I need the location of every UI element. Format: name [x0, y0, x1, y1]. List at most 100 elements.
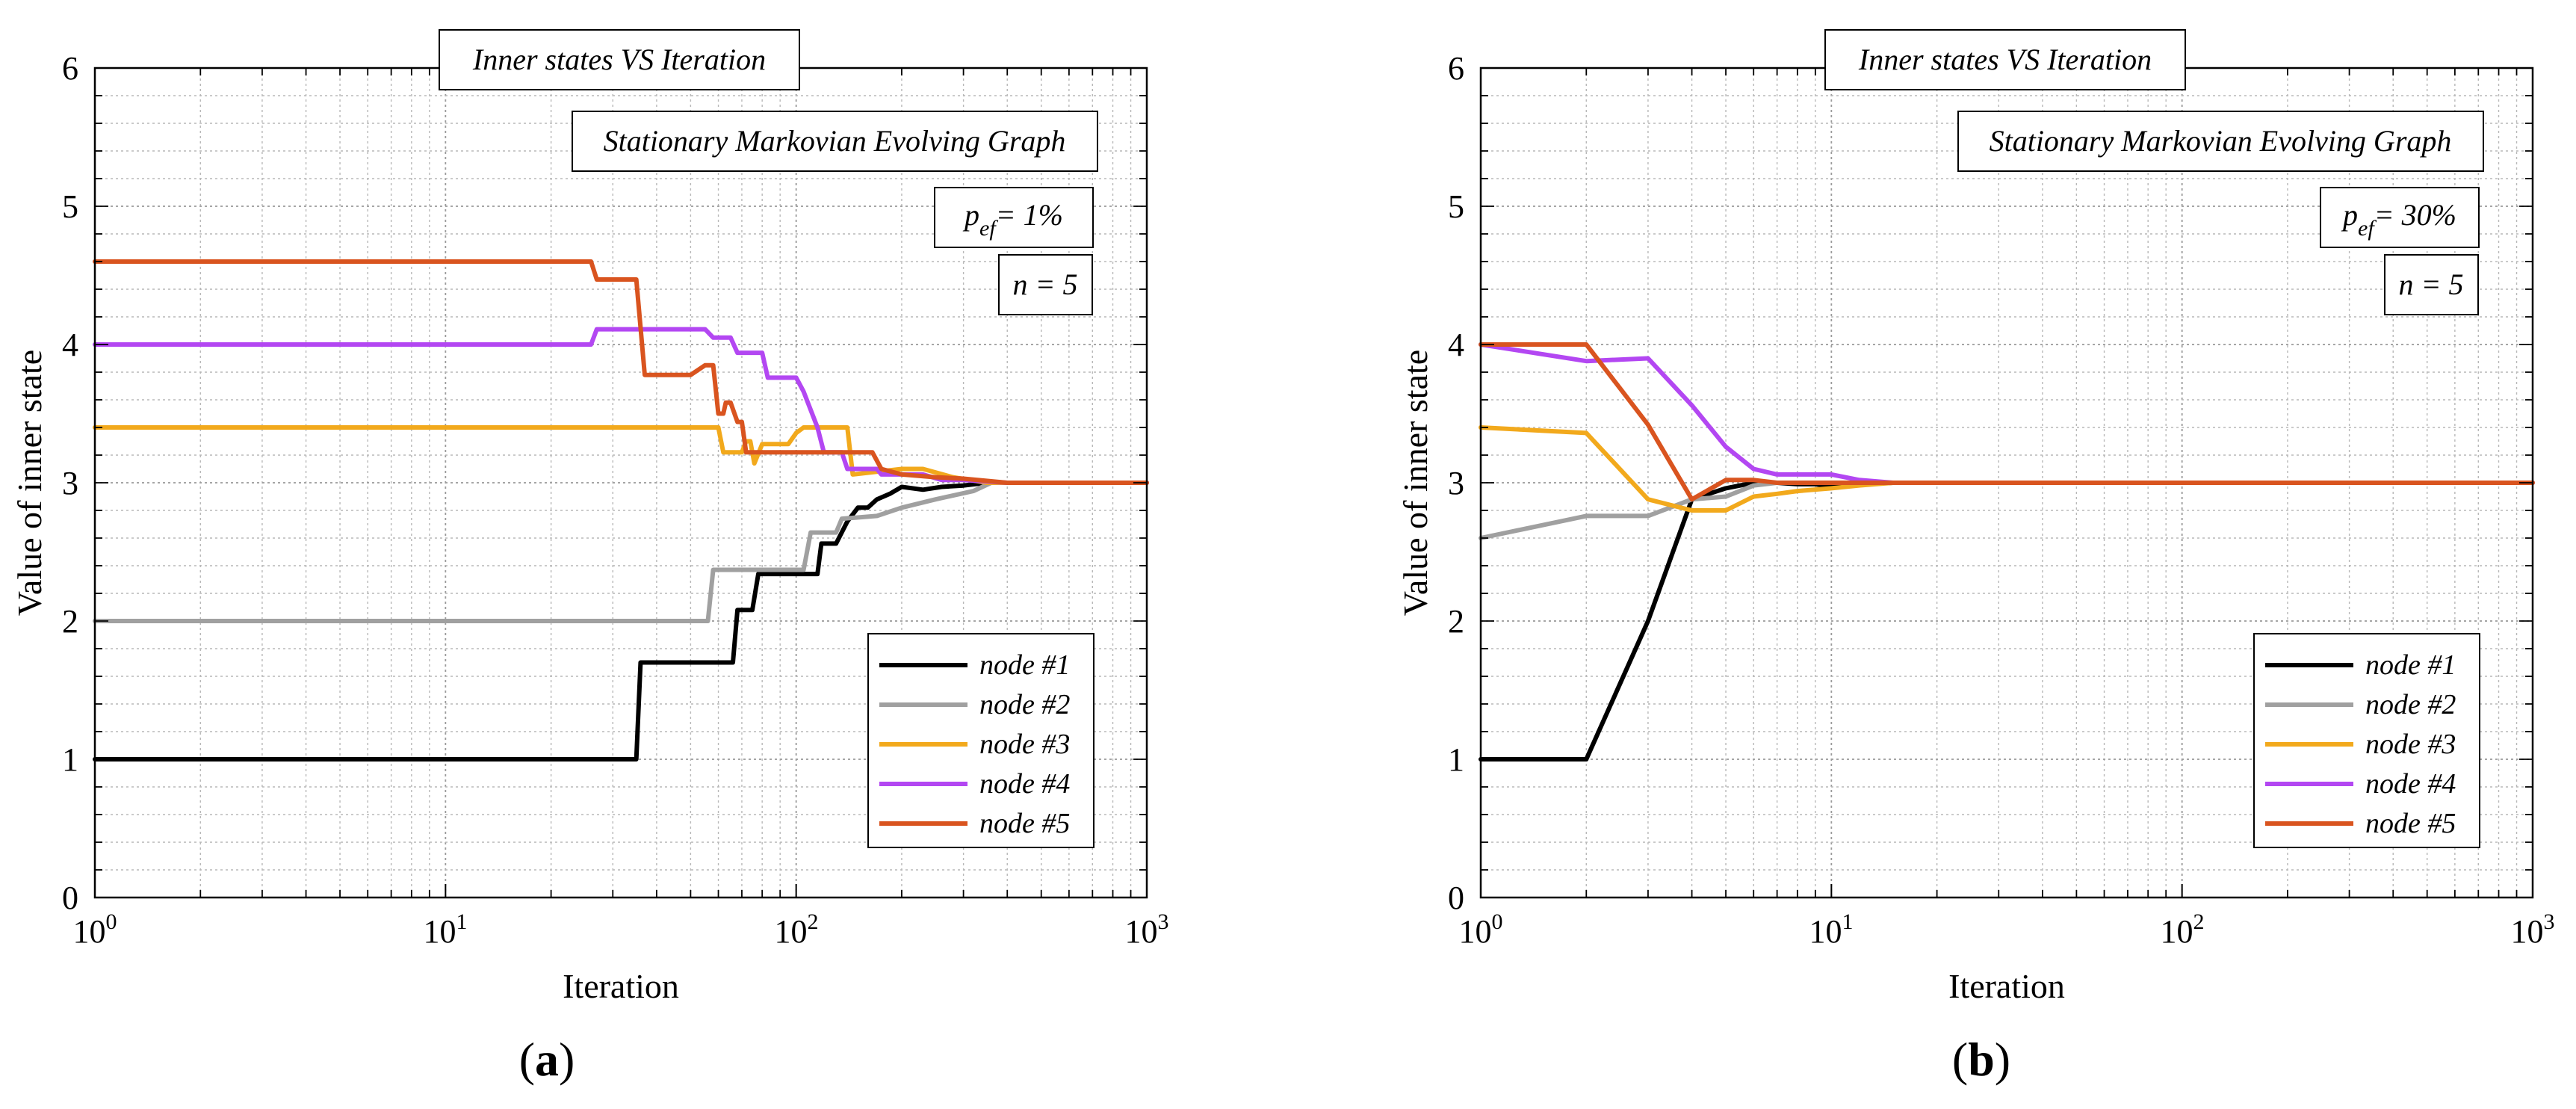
- tick-marks: [94, 67, 1147, 898]
- y-tick-label: 6: [62, 50, 78, 87]
- title-box: [439, 29, 800, 90]
- n-annotation: n = 5: [2399, 268, 2464, 301]
- y-tick-labels: 0 1 2 3 4 5 6: [1448, 50, 1464, 916]
- x-tick-base: 10: [1125, 913, 1158, 950]
- x-tick-label: 100: [1459, 909, 1503, 950]
- series-line-node-1: [93, 481, 1149, 762]
- chart-title: Inner states VS Iteration: [472, 43, 766, 76]
- y-tick-label: 6: [1448, 50, 1464, 87]
- panel-b: 0 1 2 3 4 5 6 100 101 102 103 Iteration …: [1396, 29, 2555, 1086]
- chart-subtitle: Stationary Markovian Evolving Graph: [604, 124, 1066, 158]
- legend-label: node #5: [2365, 808, 2456, 839]
- x-tick-label: 102: [775, 909, 819, 950]
- y-tick-label: 3: [1448, 465, 1464, 501]
- x-tick-labels: 100 101 102 103: [73, 909, 1169, 950]
- panel-label-letter: b: [1968, 1033, 1995, 1086]
- y-tick-label: 2: [1448, 603, 1464, 640]
- x-tick-exponent: 2: [2193, 909, 2205, 934]
- subtitle-box: [1957, 111, 2484, 172]
- x-tick-base: 10: [775, 913, 808, 950]
- legend: node #1 node #2 node #3 node #4 node #5: [867, 633, 1095, 848]
- series-line-node-5: [93, 259, 1149, 485]
- panel-label-open-paren: (: [1952, 1033, 1968, 1086]
- x-tick-base: 10: [2511, 913, 2544, 950]
- legend-label: node #1: [2365, 649, 2456, 681]
- legend-label: node #3: [979, 729, 1070, 760]
- y-axis-title: Value of inner state: [10, 350, 49, 616]
- y-tick-label: 2: [62, 603, 78, 640]
- panel-label-letter: a: [535, 1033, 559, 1086]
- legend-label: node #3: [2365, 729, 2456, 760]
- x-tick-label: 101: [1809, 909, 1854, 950]
- y-tick-label: 1: [62, 741, 78, 778]
- pef-symbol: p: [2341, 198, 2358, 232]
- y-tick-label: 5: [1448, 188, 1464, 225]
- y-tick-label: 4: [1448, 327, 1464, 363]
- legend-label: node #5: [979, 808, 1070, 839]
- y-tick-label: 0: [1448, 880, 1464, 916]
- legend-entries: node #1 node #2 node #3 node #4 node #5: [879, 649, 1070, 839]
- n-box: [2384, 254, 2479, 315]
- panel-label: (b): [1952, 1033, 2010, 1086]
- x-tick-base: 10: [2161, 913, 2193, 950]
- x-tick-label: 103: [1125, 909, 1169, 950]
- pef-subscript: ef: [979, 216, 998, 241]
- x-tick-labels: 100 101 102 103: [1459, 909, 2555, 950]
- x-tick-exponent: 3: [2544, 909, 2555, 934]
- series-line-node-3: [93, 425, 1149, 485]
- x-tick-label: 101: [424, 909, 468, 950]
- x-tick-exponent: 3: [1158, 909, 1169, 934]
- chart-subtitle: Stationary Markovian Evolving Graph: [1990, 124, 2452, 158]
- legend-entries: node #1 node #2 node #3 node #4 node #5: [2265, 649, 2456, 839]
- pef-box: [2320, 187, 2480, 248]
- y-tick-label: 5: [62, 188, 78, 225]
- x-tick-base: 10: [1459, 913, 1492, 950]
- n-annotation: n = 5: [1013, 268, 1078, 301]
- legend: node #1 node #2 node #3 node #4 node #5: [2253, 633, 2480, 848]
- x-tick-exponent: 2: [808, 909, 819, 934]
- y-tick-label: 0: [62, 880, 78, 916]
- y-tick-label: 3: [62, 465, 78, 501]
- x-tick-base: 10: [73, 913, 106, 950]
- x-tick-exponent: 1: [1842, 909, 1854, 934]
- x-axis-title: Iteration: [1948, 967, 2065, 1005]
- pef-annotation: pef= 30%: [2341, 198, 2456, 241]
- x-tick-base: 10: [424, 913, 456, 950]
- series-line-node-3: [1479, 425, 2535, 513]
- x-axis-title: Iteration: [563, 967, 679, 1005]
- series-line-node-2: [93, 481, 1149, 623]
- series-line-node-4: [93, 327, 1149, 485]
- pef-annotation: pef= 1%: [962, 198, 1063, 241]
- x-tick-exponent: 1: [456, 909, 468, 934]
- x-tick-label: 103: [2511, 909, 2555, 950]
- x-tick-label: 100: [73, 909, 117, 950]
- legend-box: [867, 633, 1095, 848]
- x-tick-label: 102: [2161, 909, 2205, 950]
- panel-label-close-paren: ): [559, 1033, 575, 1086]
- y-tick-labels: 0 1 2 3 4 5 6: [62, 50, 78, 916]
- pef-value: = 30%: [2374, 198, 2456, 232]
- n-box: [998, 254, 1093, 315]
- subtitle-box: [572, 111, 1098, 172]
- legend-label: node #2: [2365, 689, 2456, 720]
- panel-label: (a): [519, 1033, 575, 1086]
- panel-a: 0 1 2 3 4 5 6 100 101 102 103 Iteration …: [10, 29, 1169, 1086]
- y-tick-label: 4: [62, 327, 78, 363]
- x-tick-base: 10: [1809, 913, 1842, 950]
- chart-title: Inner states VS Iteration: [1858, 43, 2152, 76]
- x-tick-exponent: 0: [1492, 909, 1503, 934]
- pef-subscript: ef: [2358, 216, 2377, 241]
- y-axis-title: Value of inner state: [1396, 350, 1434, 616]
- data-lines: [93, 259, 1149, 762]
- data-lines: [1479, 342, 2535, 762]
- legend-label: node #4: [2365, 768, 2456, 800]
- pef-value: = 1%: [996, 198, 1063, 232]
- legend-label: node #4: [979, 768, 1070, 800]
- panel-label-open-paren: (: [519, 1033, 535, 1086]
- y-tick-label: 1: [1448, 741, 1464, 778]
- x-tick-exponent: 0: [106, 909, 117, 934]
- legend-label: node #2: [979, 689, 1070, 720]
- legend-label: node #1: [979, 649, 1070, 681]
- series-line-node-5: [1479, 342, 2535, 502]
